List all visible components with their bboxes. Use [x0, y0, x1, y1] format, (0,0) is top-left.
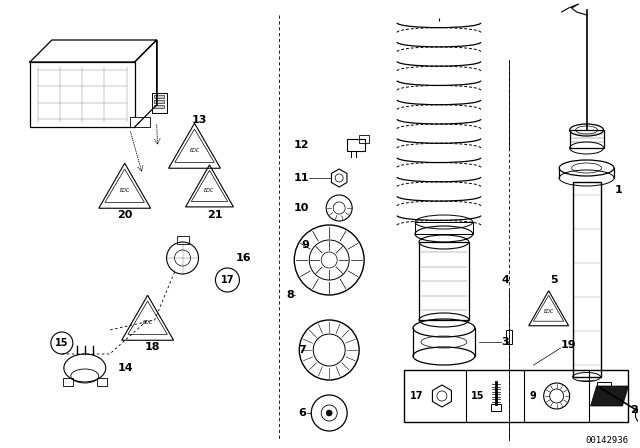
Text: EDC: EDC — [143, 320, 153, 325]
Text: 20: 20 — [117, 210, 132, 220]
Text: 17: 17 — [221, 275, 234, 285]
Bar — [419, 242, 469, 320]
Text: 15: 15 — [55, 338, 68, 348]
Text: 5: 5 — [550, 275, 557, 285]
Bar — [130, 117, 150, 127]
Text: EDC: EDC — [189, 148, 200, 153]
Text: 3: 3 — [502, 337, 509, 347]
Text: 10: 10 — [294, 203, 309, 213]
Text: 18: 18 — [145, 342, 161, 352]
Bar — [177, 236, 189, 244]
Bar — [596, 382, 611, 392]
Text: 1: 1 — [614, 185, 622, 195]
Text: 19: 19 — [561, 340, 576, 350]
Text: 8: 8 — [287, 290, 294, 300]
Text: 4: 4 — [502, 275, 509, 285]
Bar — [154, 105, 164, 108]
Bar — [154, 100, 164, 103]
Text: 13: 13 — [192, 115, 207, 125]
Bar — [347, 139, 365, 151]
Bar — [404, 370, 628, 422]
Text: 16: 16 — [236, 253, 251, 263]
Bar — [30, 62, 134, 127]
Text: 11: 11 — [294, 173, 309, 183]
Text: 9: 9 — [301, 240, 309, 250]
Bar — [154, 95, 164, 98]
Text: EDC: EDC — [204, 188, 214, 193]
Text: 14: 14 — [118, 363, 133, 373]
Bar — [152, 93, 166, 113]
Text: 00142936: 00142936 — [586, 436, 628, 445]
Bar — [491, 404, 500, 411]
Bar — [97, 378, 107, 386]
Text: 15: 15 — [471, 391, 484, 401]
Text: 12: 12 — [294, 140, 309, 150]
Bar — [506, 330, 512, 344]
Text: EDC: EDC — [120, 188, 130, 193]
Bar — [573, 182, 600, 377]
Bar — [570, 130, 604, 148]
Text: 21: 21 — [207, 210, 222, 220]
Text: 9: 9 — [530, 391, 536, 401]
Bar — [415, 222, 473, 234]
Text: 7: 7 — [298, 345, 307, 355]
Text: 2: 2 — [630, 405, 638, 415]
Polygon shape — [591, 386, 628, 406]
Bar — [359, 135, 369, 143]
Text: 17: 17 — [410, 391, 424, 401]
Text: EDC: EDC — [543, 309, 554, 314]
Bar — [63, 378, 73, 386]
Text: 6: 6 — [298, 408, 307, 418]
Circle shape — [326, 410, 332, 416]
